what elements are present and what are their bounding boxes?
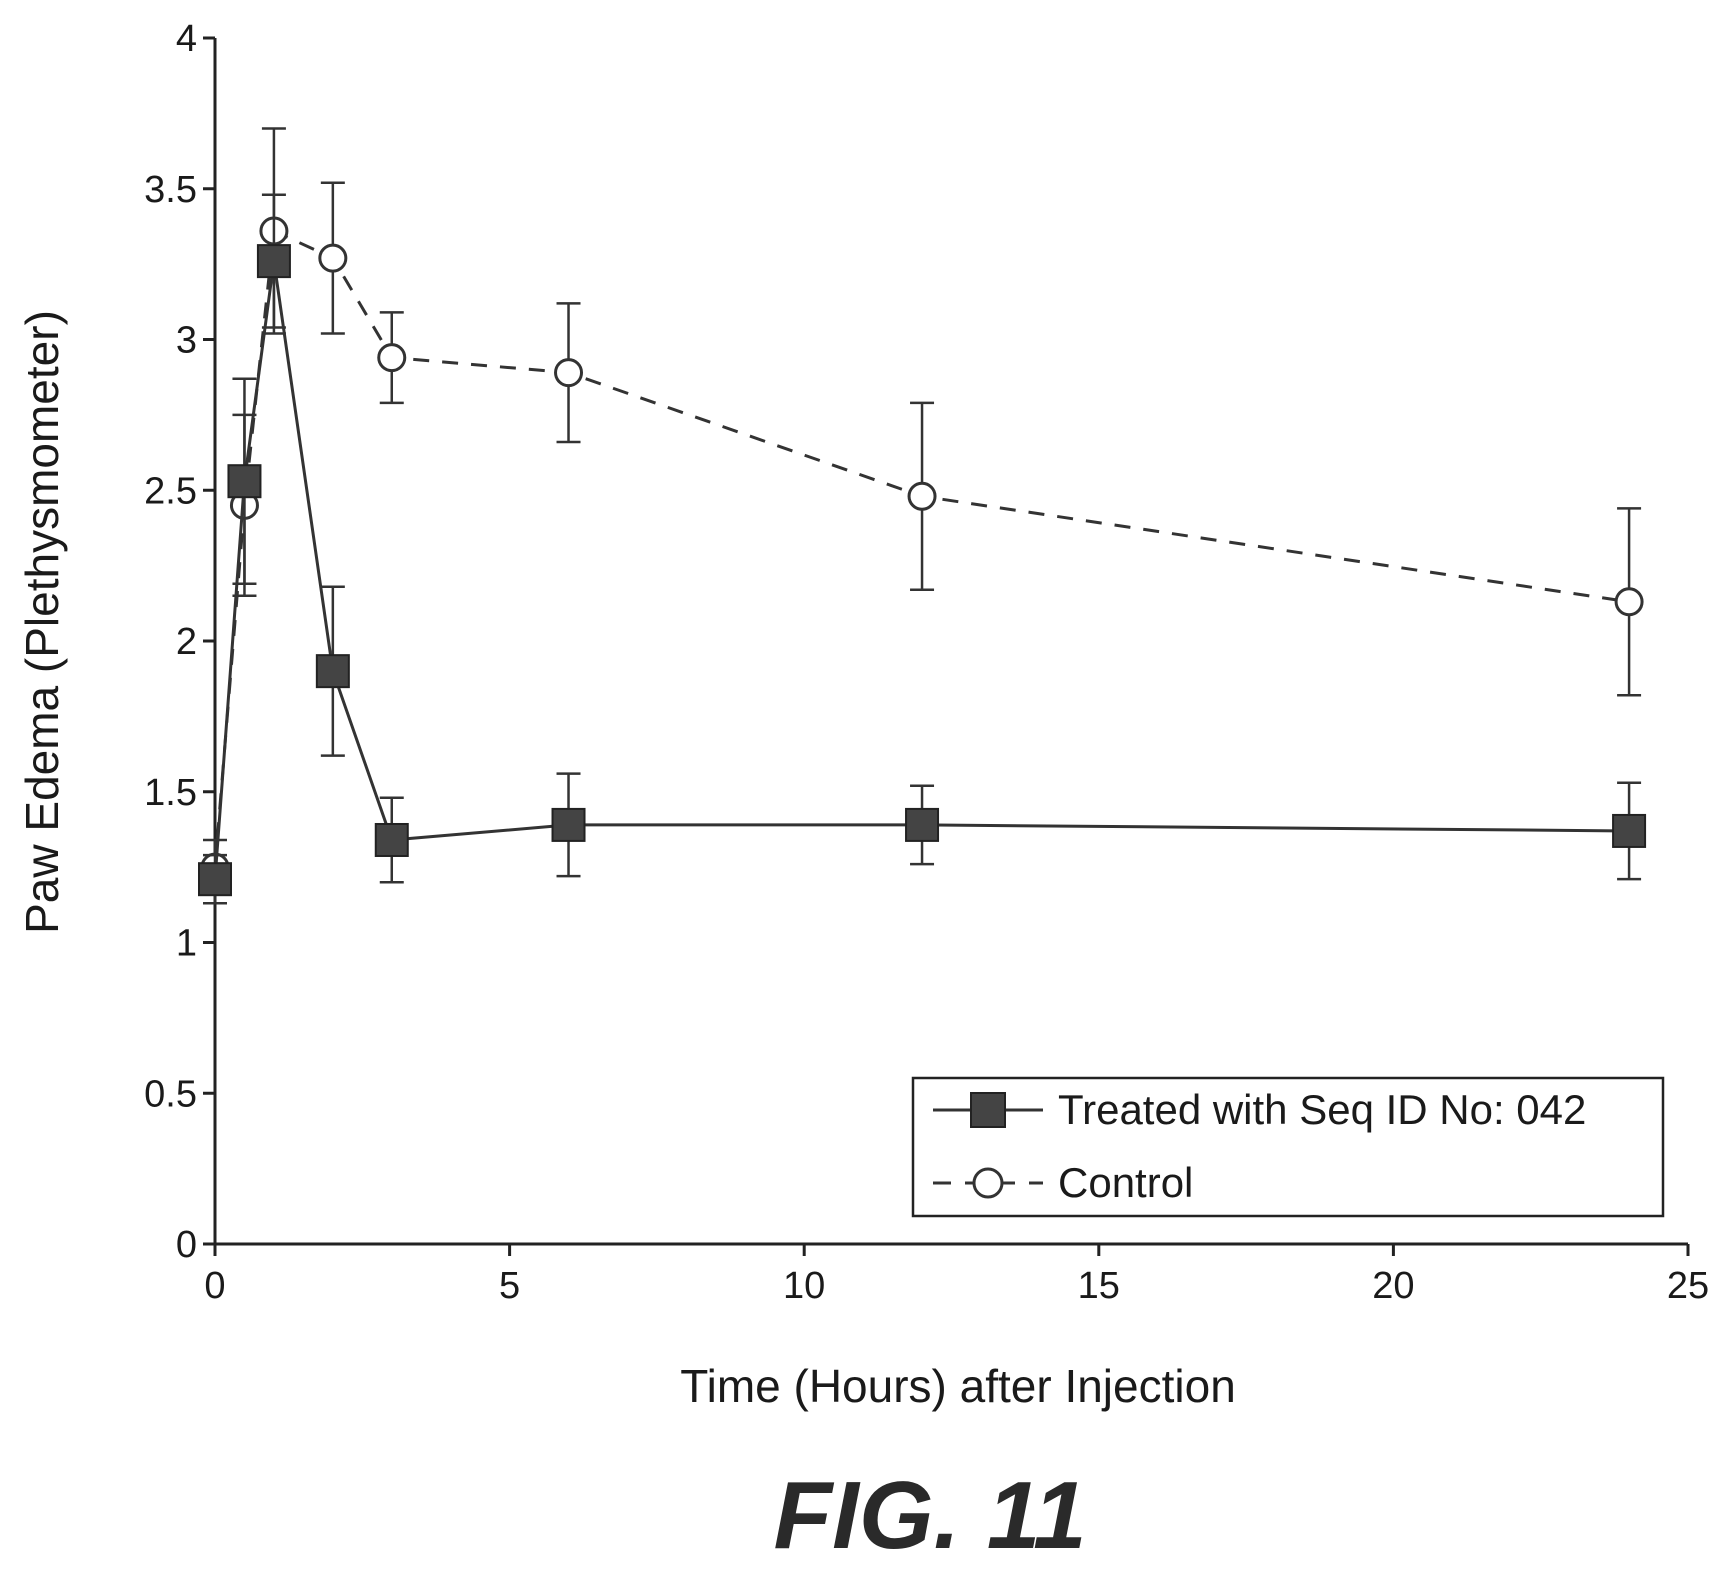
x-tick-label: 20 bbox=[1372, 1265, 1414, 1307]
legend: Treated with Seq ID No: 042 Control bbox=[911, 1076, 1665, 1218]
y-tick-label: 2 bbox=[176, 621, 197, 663]
x-tick-label: 25 bbox=[1667, 1265, 1709, 1307]
legend-box bbox=[911, 1076, 1665, 1218]
y-axis-title: Paw Edema (Plethysmometer) bbox=[16, 310, 68, 934]
data-point-treated bbox=[551, 807, 586, 842]
y-tick-label: 2.5 bbox=[144, 470, 197, 512]
data-point-treated bbox=[227, 464, 262, 499]
series-layer bbox=[198, 127, 1647, 905]
x-tick-label: 5 bbox=[499, 1265, 520, 1307]
series-treated bbox=[198, 193, 1647, 905]
data-point-treated bbox=[198, 862, 232, 897]
y-tick-label: 3.5 bbox=[144, 169, 197, 211]
data-point-control bbox=[377, 343, 407, 373]
y-tick-label: 3 bbox=[176, 320, 197, 362]
figure-label: FIG. 11 bbox=[774, 1462, 1087, 1569]
y-tick-label: 1 bbox=[176, 923, 197, 965]
axes: 0 0.5 1 1.5 2 2.5 3 3.5 4 0 5 10 15 20 25 bbox=[144, 18, 1709, 1307]
legend-marker-treated bbox=[970, 1092, 1006, 1128]
x-tick-label: 0 bbox=[204, 1265, 225, 1307]
data-point-treated bbox=[374, 822, 409, 857]
data-point-treated bbox=[1612, 813, 1647, 848]
legend-label-control: Control bbox=[1058, 1159, 1193, 1206]
series-control bbox=[200, 127, 1644, 896]
y-tick-label: 4 bbox=[176, 18, 197, 60]
series-line bbox=[213, 260, 1630, 880]
y-tick-label: 1.5 bbox=[144, 772, 197, 814]
x-axis-title: Time (Hours) after Injection bbox=[680, 1360, 1236, 1412]
data-point-treated bbox=[905, 807, 940, 842]
series-line bbox=[213, 228, 1630, 868]
y-tick-label: 0 bbox=[176, 1224, 197, 1266]
data-point-control bbox=[907, 481, 937, 511]
x-tick-label: 10 bbox=[783, 1265, 825, 1307]
data-point-control bbox=[1614, 587, 1644, 617]
data-point-control bbox=[318, 243, 348, 273]
data-point-treated bbox=[315, 654, 350, 689]
data-point-treated bbox=[256, 244, 291, 279]
x-tick-label: 15 bbox=[1078, 1265, 1120, 1307]
y-tick-label: 0.5 bbox=[144, 1073, 197, 1115]
legend-label-treated: Treated with Seq ID No: 042 bbox=[1058, 1086, 1586, 1133]
legend-marker-control bbox=[972, 1167, 1004, 1199]
data-point-control bbox=[554, 358, 584, 388]
